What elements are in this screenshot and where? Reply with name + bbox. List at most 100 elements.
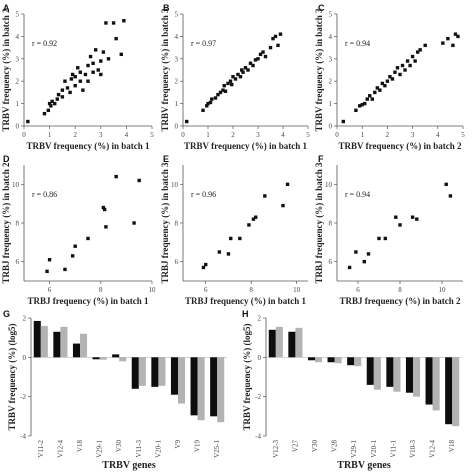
data-point: [86, 79, 90, 83]
data-point: [73, 244, 77, 248]
data-point: [373, 90, 377, 95]
data-point: [102, 207, 107, 212]
data-point: [366, 252, 371, 256]
y-tick-label: 1: [16, 100, 20, 108]
data-point: [101, 205, 106, 210]
category-label: V12-3: [272, 440, 280, 458]
bar-series-2: [354, 357, 362, 367]
data-point: [60, 88, 65, 92]
data-point: [222, 83, 226, 88]
data-point: [221, 88, 225, 92]
panel-label-b: B: [163, 3, 170, 13]
data-point: [247, 223, 251, 227]
y-tick-label: 8: [329, 220, 333, 228]
bar-series-1: [288, 331, 296, 358]
y-tick-label: 5: [16, 11, 20, 19]
data-point: [69, 77, 74, 81]
x-tick-label: 8: [398, 286, 402, 294]
y-axis-title: TRBJ frequency (%) in batch 3: [314, 162, 324, 284]
y-axis-title: TRBV frequency (%) (log5): [242, 324, 252, 431]
category-label: V18: [448, 440, 456, 453]
data-point: [229, 236, 233, 241]
data-point: [441, 41, 445, 45]
data-point: [375, 86, 380, 90]
panel-label-h: H: [242, 309, 249, 319]
data-point: [357, 104, 362, 108]
y-tick-label: 1: [175, 100, 179, 108]
y-tick-label: 6: [175, 258, 179, 266]
data-point: [60, 95, 65, 99]
x-tick-label: 6: [204, 286, 208, 294]
data-point: [388, 75, 392, 79]
data-point: [99, 59, 103, 63]
data-point: [256, 57, 260, 61]
data-point: [362, 259, 366, 264]
x-tick-label: 4: [436, 131, 440, 139]
y-axis-title: TRBJ frequency (%) in batch 3: [160, 162, 170, 284]
x-axis-title: TRBJ frequency (%) in batch 1: [27, 296, 149, 306]
data-point: [423, 43, 427, 48]
x-axis-title: TRBV genes: [102, 460, 156, 471]
x-tick-label: 0: [335, 131, 339, 139]
bar-series-1: [112, 354, 120, 358]
data-point: [405, 59, 410, 63]
panel-label-d: D: [3, 154, 10, 164]
y-tick-label: 4: [175, 33, 179, 41]
panel-c-scatter: C 0 1 2 3 4 5 0 1 2 3 4 5 r = 0.94 TRBV frequency (%) …: [314, 3, 465, 151]
x-tick-label: 10: [149, 286, 157, 294]
data-point: [49, 104, 53, 108]
data-point: [365, 97, 369, 101]
y-tick-label: 0: [16, 123, 20, 131]
x-tick-label: 10: [439, 286, 447, 294]
x-axis-title: TRBV genes: [337, 460, 391, 471]
panel-label-g: G: [3, 309, 10, 319]
y-tick-label: 1: [329, 100, 333, 108]
x-axis-title: TRBV frequency (%) in batch 2: [339, 141, 462, 151]
data-point: [46, 108, 51, 113]
bar-series-1: [170, 357, 178, 395]
data-point: [230, 82, 234, 87]
bar-series-2: [413, 357, 421, 397]
data-point: [42, 111, 47, 116]
data-point: [341, 119, 345, 124]
data-point: [258, 52, 263, 57]
x-axis-title: TRBJ frequency (%) in batch 2: [339, 296, 461, 306]
data-point: [104, 225, 108, 229]
data-point: [261, 50, 265, 54]
data-point: [91, 70, 95, 74]
y-axis-title: TRBJ frequency (%) in batch 2: [1, 162, 11, 284]
bar-series-2: [138, 357, 146, 386]
data-point: [418, 48, 422, 52]
bar-series-2: [275, 326, 283, 358]
category-label: V11-3: [135, 440, 143, 458]
x-tick-label: 0: [181, 131, 185, 139]
x-tick-label: 2: [73, 131, 77, 139]
bar-series-1: [366, 357, 374, 385]
data-point: [236, 72, 240, 77]
data-point: [86, 63, 90, 68]
data-point: [81, 88, 85, 92]
category-label: V12-4: [56, 440, 64, 458]
data-point: [114, 36, 118, 41]
data-point: [217, 250, 222, 254]
bar-series-1: [425, 357, 433, 405]
y-tick-label: 10: [325, 181, 333, 189]
data-point: [413, 59, 417, 63]
panel-label-f: F: [318, 154, 324, 164]
correlation-annotation: r = 0.96: [191, 190, 216, 199]
data-point: [410, 215, 415, 219]
data-point: [63, 79, 67, 83]
x-tick-label: 6: [48, 286, 52, 294]
y-axis-title: TRBV frequency (%) in batch 3: [160, 8, 170, 131]
bar-series-2: [432, 357, 440, 411]
data-point: [238, 75, 243, 79]
data-point: [45, 269, 49, 274]
data-point: [208, 100, 213, 105]
data-point: [251, 217, 256, 221]
category-label: V30: [311, 440, 319, 453]
data-point: [96, 68, 100, 72]
panel-e-scatter: E 6 8 10 6 8 10 r = 0.96 TRBJ frequency (%) in b…: [160, 154, 308, 306]
data-point: [114, 174, 118, 179]
data-point: [204, 262, 208, 267]
x-tick-label: 3: [99, 131, 103, 139]
